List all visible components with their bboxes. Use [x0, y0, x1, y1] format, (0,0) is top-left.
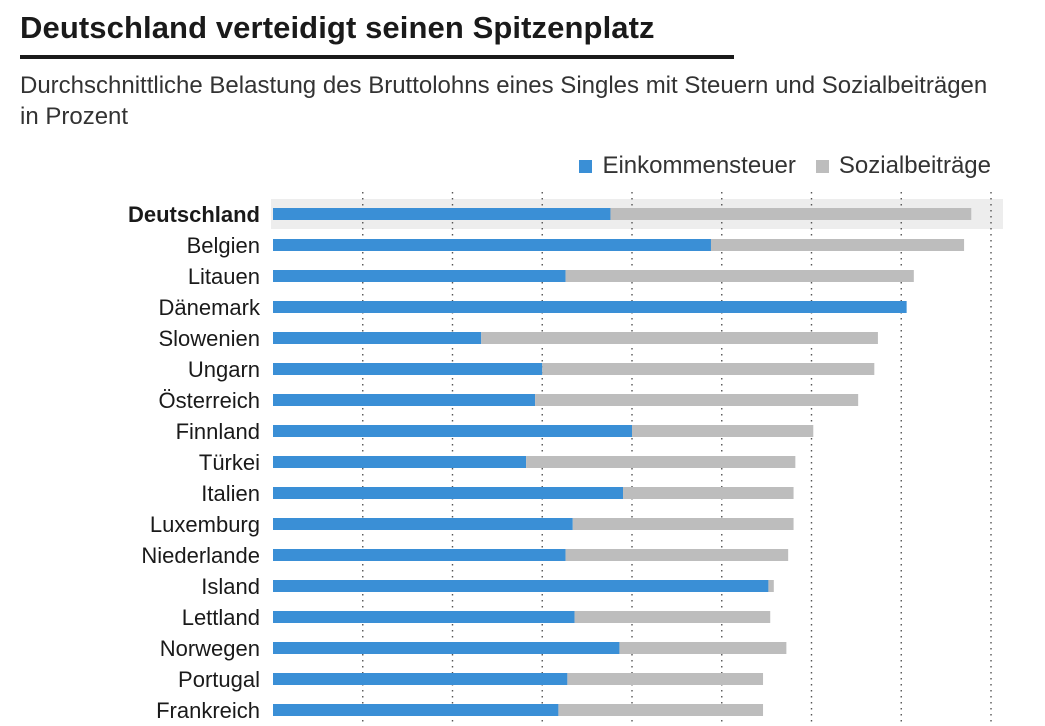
category-label: Ungarn: [188, 357, 260, 382]
category-label: Deutschland: [128, 202, 260, 227]
bar-einkommensteuer: [273, 394, 536, 406]
category-label: Lettland: [182, 605, 260, 630]
bar-einkommensteuer: [273, 425, 632, 437]
bar-sozialbeitraege: [481, 332, 878, 344]
legend-label-einkommensteuer: Einkommensteuer: [602, 152, 796, 179]
chart-subtitle: Durchschnittliche Belastung des Bruttolo…: [20, 72, 988, 130]
bar-sozialbeitraege: [558, 704, 764, 716]
category-label: Portugal: [178, 667, 260, 692]
category-label: Dänemark: [159, 295, 261, 320]
bar-sozialbeitraege: [623, 487, 794, 499]
bar-sozialbeitraege: [768, 580, 774, 592]
title-underline: [20, 55, 734, 59]
bar-einkommensteuer: [273, 704, 559, 716]
bar-sozialbeitraege: [610, 208, 972, 220]
category-label: Niederlande: [141, 543, 260, 568]
bar-einkommensteuer: [273, 487, 624, 499]
category-label: Türkei: [199, 450, 260, 475]
category-label: Österreich: [159, 388, 260, 413]
category-label: Finnland: [176, 419, 260, 444]
bar-einkommensteuer: [273, 363, 543, 375]
bar-sozialbeitraege: [619, 642, 787, 654]
bar-sozialbeitraege: [574, 611, 771, 623]
bar-einkommensteuer: [273, 549, 566, 561]
bar-einkommensteuer: [273, 611, 575, 623]
bar-sozialbeitraege: [565, 270, 914, 282]
chart-title: Deutschland verteidigt seinen Spitzenpla…: [20, 10, 655, 45]
bar-sozialbeitraege: [565, 549, 789, 561]
bar-einkommensteuer: [273, 208, 611, 220]
category-label: Italien: [201, 481, 260, 506]
bar-einkommensteuer: [273, 301, 907, 313]
bar-einkommensteuer: [273, 456, 527, 468]
bar-sozialbeitraege: [542, 363, 875, 375]
category-label: Luxemburg: [150, 512, 260, 537]
category-label: Litauen: [188, 264, 260, 289]
bar-einkommensteuer: [273, 332, 482, 344]
bar-einkommensteuer: [273, 270, 566, 282]
bar-sozialbeitraege: [535, 394, 859, 406]
bar-einkommensteuer: [273, 518, 573, 530]
bar-einkommensteuer: [273, 673, 568, 685]
legend: Einkommensteuer Sozialbeiträge: [579, 152, 991, 180]
legend-swatch-einkommensteuer: [579, 159, 593, 173]
bar-sozialbeitraege: [710, 239, 965, 251]
bar-einkommensteuer: [273, 580, 769, 592]
category-label: Slowenien: [158, 326, 260, 351]
category-label: Norwegen: [160, 636, 260, 661]
legend-item-einkommensteuer: Einkommensteuer: [579, 152, 796, 180]
legend-item-sozialbeitraege: Sozialbeiträge: [815, 152, 991, 180]
category-label: Belgien: [187, 233, 260, 258]
bar-sozialbeitraege: [526, 456, 796, 468]
category-label: Island: [201, 574, 260, 599]
bar-einkommensteuer: [273, 239, 711, 251]
category-label: Frankreich: [156, 698, 260, 723]
bar-sozialbeitraege: [632, 425, 814, 437]
legend-label-sozialbeitraege: Sozialbeiträge: [838, 152, 991, 179]
bar-einkommensteuer: [273, 642, 620, 654]
bar-sozialbeitraege: [572, 518, 794, 530]
bar-sozialbeitraege: [567, 673, 764, 685]
legend-swatch-sozialbeitraege: [815, 159, 829, 173]
